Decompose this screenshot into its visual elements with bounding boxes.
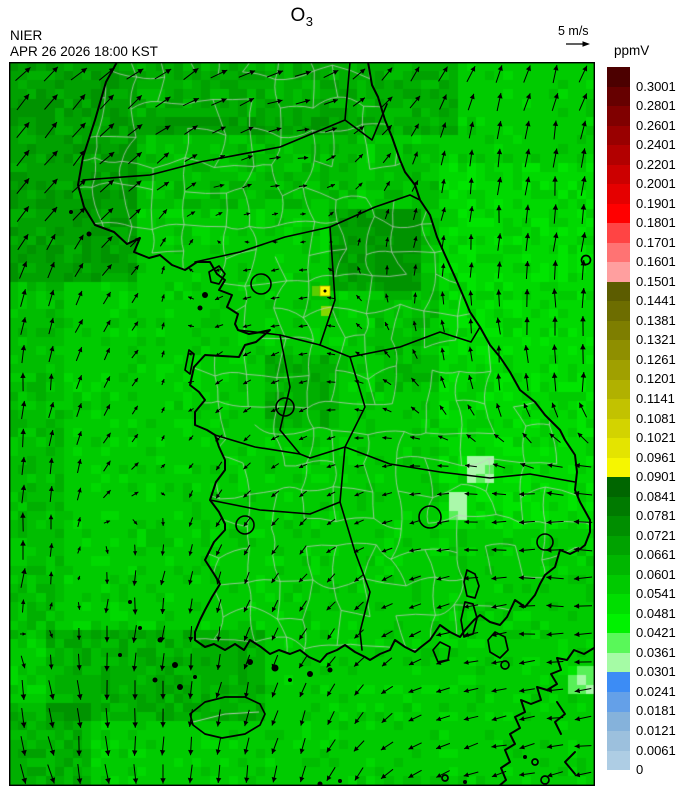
map-overlay	[9, 62, 595, 786]
colorbar-segment	[607, 106, 630, 126]
colorbar-tick-label: 0.1381	[636, 312, 676, 328]
colorbar-segment	[607, 477, 630, 497]
colorbar-segment	[607, 750, 630, 771]
colorbar-segment	[607, 633, 630, 653]
map-frame	[9, 62, 595, 786]
colorbar-segment	[607, 496, 630, 517]
colorbar-segment	[607, 613, 630, 634]
colorbar-segment	[607, 242, 630, 263]
colorbar-tick-label: 0.0601	[636, 566, 676, 582]
colorbar-segment	[607, 184, 630, 204]
colorbar-segment	[607, 731, 630, 751]
colorbar-segment	[607, 340, 630, 360]
colorbar-tick-label: 0.3001	[636, 78, 676, 94]
colorbar-tick-label: 0.2401	[636, 137, 676, 153]
colorbar-tick-label: 0	[636, 762, 644, 777]
org-label: NIER	[10, 28, 43, 43]
colorbar-tick-label: 0.0661	[636, 547, 676, 563]
colorbar-segment	[607, 359, 630, 380]
colorbar-segment	[607, 555, 630, 575]
colorbar-tick-label: 0.1501	[636, 273, 676, 289]
colorbar-segment	[607, 164, 630, 185]
colorbar-tick-label: 0.0901	[636, 469, 676, 485]
colorbar-tick-label: 0.2201	[636, 156, 676, 172]
colorbar-tick-label: 0.1021	[636, 430, 676, 445]
colorbar-segment	[607, 379, 630, 400]
colorbar-tick-label: 0.1081	[636, 410, 676, 426]
colorbar-tick-label: 0.1201	[636, 371, 676, 387]
colorbar-segment	[607, 399, 630, 419]
colorbar-segment	[607, 535, 630, 556]
page-title: O3	[9, 5, 595, 29]
korea-coastline	[77, 62, 591, 663]
colorbar-segment	[607, 67, 630, 87]
colorbar-segment	[607, 125, 630, 146]
colorbar-tick-label: 0.0121	[636, 722, 676, 738]
colorbar-tick-label: 0.0541	[636, 586, 676, 602]
colorbar-segment	[607, 672, 630, 692]
colorbar-tick-label: 0.2601	[636, 117, 676, 133]
colorbar-tick-label: 0.0241	[636, 683, 676, 699]
colorbar-segment	[607, 711, 630, 732]
colorbar-segment	[607, 86, 630, 107]
colorbar-tick-label: 0.0721	[636, 527, 676, 543]
colorbar-tick-label: 0.1701	[636, 234, 676, 250]
colorbar-tick-label: 0.1901	[636, 195, 676, 211]
islands	[69, 210, 592, 786]
wind-reference-arrow-icon	[566, 41, 590, 47]
colorbar-tick-label: 0.0301	[636, 664, 676, 680]
colorbar-tick-label: 0.0961	[636, 449, 676, 465]
colorbar-segment	[607, 145, 630, 165]
colorbar	[607, 67, 630, 771]
colorbar-segment	[607, 203, 630, 224]
colorbar-tick-label: 0.1321	[636, 332, 676, 348]
colorbar-segment	[607, 418, 630, 439]
colorbar-tick-label: 0.0841	[636, 488, 676, 504]
province-boundaries	[82, 62, 576, 651]
title-species: O	[290, 5, 306, 26]
colorbar-tick-label: 0.0061	[636, 742, 676, 758]
colorbar-tick-label: 0.1801	[636, 215, 676, 231]
colorbar-tick-label: 0.2001	[636, 176, 676, 192]
colorbar-segment	[607, 438, 630, 458]
japan-coastline	[498, 647, 595, 786]
colorbar-segment	[607, 223, 630, 243]
colorbar-tick-label: 0.1141	[636, 391, 675, 406]
colorbar-segment	[607, 692, 630, 712]
units-label: ppmV	[614, 43, 650, 58]
colorbar-segment	[607, 281, 630, 302]
colorbar-tick-label: 0.0421	[636, 625, 676, 641]
colorbar-segment	[607, 457, 630, 478]
colorbar-tick-label: 0.2801	[636, 98, 676, 114]
wind-vectors	[15, 64, 593, 784]
colorbar-tick-label: 0.0181	[636, 703, 676, 719]
colorbar-segment	[607, 320, 630, 341]
colorbar-tick-label: 0.0781	[636, 508, 676, 524]
colorbar-segment	[607, 574, 630, 595]
jeju-island	[189, 696, 266, 739]
colorbar-segment	[607, 262, 630, 282]
title-subscript: 3	[305, 13, 314, 29]
wind-reference-label: 5 m/s	[558, 24, 589, 38]
hotspot-marker-dot	[323, 289, 327, 293]
colorbar-tick-label: 0.1601	[636, 254, 676, 270]
datetime-label: APR 26 2026 18:00 KST	[10, 44, 158, 59]
colorbar-segment	[607, 516, 630, 536]
colorbar-segment	[607, 301, 630, 321]
o3-concentration-map	[9, 62, 595, 786]
colorbar-tick-label: 0.0361	[636, 644, 676, 660]
colorbar-tick-label: 0.1441	[636, 293, 676, 309]
hotspot-marker	[319, 285, 331, 297]
colorbar-segment	[607, 652, 630, 673]
colorbar-segment	[607, 594, 630, 614]
colorbar-tick-label: 0.0481	[636, 605, 676, 621]
colorbar-tick-label: 0.1261	[636, 351, 676, 367]
